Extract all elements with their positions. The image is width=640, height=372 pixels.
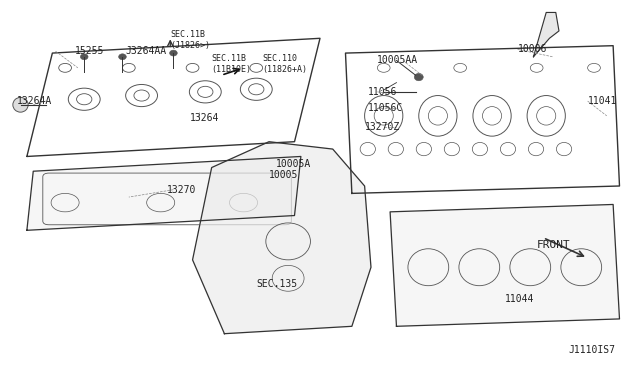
Text: J1110IS7: J1110IS7: [568, 345, 616, 355]
Ellipse shape: [81, 54, 88, 60]
Polygon shape: [27, 157, 301, 230]
Text: SEC.11B
(J1826>): SEC.11B (J1826>): [170, 31, 211, 50]
Text: 11056: 11056: [368, 87, 397, 97]
Ellipse shape: [414, 73, 423, 81]
Polygon shape: [390, 205, 620, 326]
Ellipse shape: [170, 50, 177, 56]
Text: 11044: 11044: [505, 294, 534, 304]
Polygon shape: [193, 142, 371, 334]
Text: J3264AA: J3264AA: [125, 46, 167, 56]
Text: 13264A: 13264A: [17, 96, 52, 106]
Polygon shape: [534, 13, 559, 57]
Text: SEC.135: SEC.135: [256, 279, 298, 289]
Text: 13264: 13264: [189, 113, 219, 123]
Text: 13270: 13270: [167, 185, 196, 195]
Text: 13270Z: 13270Z: [365, 122, 400, 132]
Text: 10005: 10005: [269, 170, 298, 180]
Text: SEC.110
(11826+A): SEC.110 (11826+A): [262, 54, 308, 74]
Text: SEC.11B
(11B10E): SEC.11B (11B10E): [212, 54, 252, 74]
Text: 11041: 11041: [588, 96, 617, 106]
Text: 15255: 15255: [75, 46, 104, 56]
Text: 10006: 10006: [518, 44, 547, 54]
Text: 10005A: 10005A: [275, 159, 310, 169]
Ellipse shape: [118, 54, 126, 60]
Text: 11056C: 11056C: [368, 103, 403, 113]
Text: FRONT: FRONT: [537, 240, 570, 250]
Text: 10005AA: 10005AA: [378, 55, 419, 65]
Ellipse shape: [13, 97, 28, 112]
